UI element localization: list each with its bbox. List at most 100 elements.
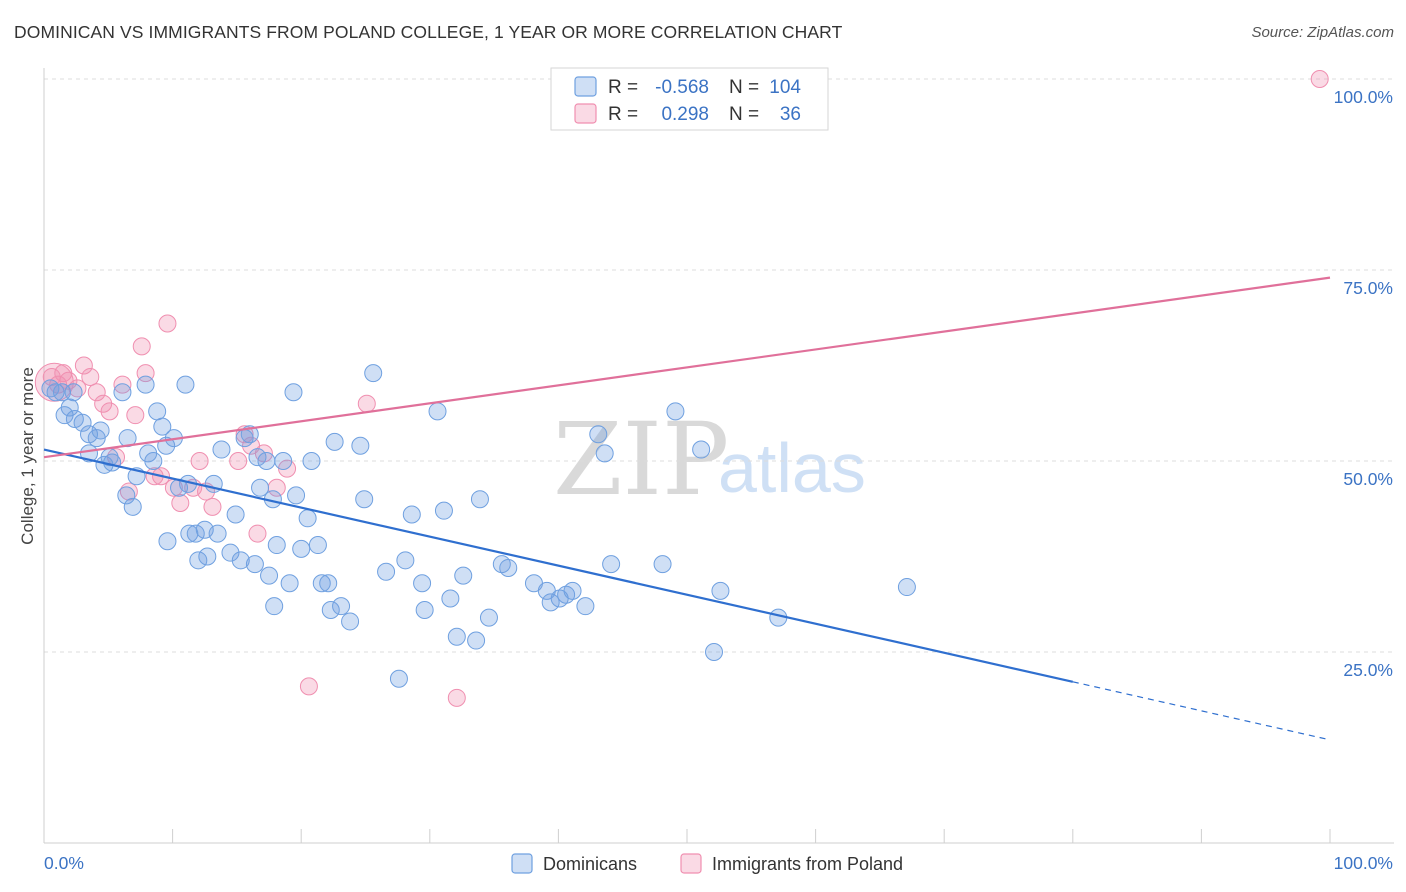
dominican-point-7 [73, 413, 92, 432]
x-ticks [43, 829, 1331, 843]
poland-point-8 [94, 394, 113, 413]
y-tick-label-50: 50.0% [1343, 469, 1393, 489]
dominican-point-36 [198, 547, 217, 566]
dominican-point-46 [251, 478, 270, 497]
dominican-point-30 [158, 532, 177, 551]
watermark-zip: ZIP [553, 401, 729, 518]
dominican-point-39 [221, 543, 240, 562]
watermark-atlas: atlas [718, 429, 866, 507]
dominican-point-53 [280, 574, 299, 593]
legend-label-poland[interactable]: Immigrants from Poland [712, 854, 903, 874]
dominican-point-71 [396, 551, 415, 570]
dominican-point-68 [364, 364, 383, 383]
stats-r-label-poland: R = [608, 104, 638, 125]
dominican-point-77 [441, 589, 460, 608]
dominican-point-41 [231, 551, 250, 570]
poland-point-35 [1310, 70, 1329, 88]
dominican-point-44 [245, 555, 264, 574]
poland-point-28 [248, 524, 267, 543]
stats-n-value-poland: 36 [780, 104, 801, 125]
poland-point-24 [203, 497, 222, 516]
trend-line-dominicans [43, 448, 1074, 683]
poland-point-22 [190, 452, 209, 470]
dominican-point-74 [413, 574, 432, 593]
dominican-point-56 [292, 539, 311, 558]
dominican-point-67 [355, 490, 374, 509]
dominican-point-72 [402, 505, 421, 524]
dominican-point-93 [595, 444, 614, 463]
poland-point-20 [171, 494, 190, 513]
dominican-point-79 [454, 566, 473, 585]
poland-point-7 [87, 383, 106, 402]
series-poland-points [34, 70, 1329, 707]
poland-point-32 [299, 677, 318, 696]
dominican-point-78 [447, 627, 466, 646]
poland-point-33 [357, 394, 376, 413]
dominican-point-84 [499, 558, 518, 577]
stats-n-label-poland: N = [729, 104, 759, 125]
y-tick-label-25: 25.0% [1343, 660, 1393, 680]
poland-point-34 [447, 688, 466, 707]
stats-r-label-dominicans: R = [608, 77, 638, 98]
dominican-point-28 [117, 486, 136, 505]
dominican-point-64 [332, 597, 351, 616]
dominican-point-1 [46, 383, 65, 402]
poland-point-5 [74, 356, 93, 375]
dominican-point-20 [153, 417, 172, 436]
dominican-point-4 [64, 383, 83, 402]
dominican-point-60 [312, 574, 331, 593]
dominican-point-92 [589, 425, 608, 444]
dominican-point-18 [144, 452, 163, 470]
trend-lines [43, 276, 1331, 741]
dominican-point-26 [113, 383, 132, 402]
dominican-point-50 [267, 536, 286, 555]
dominican-point-75 [428, 402, 447, 421]
dominican-point-69 [377, 562, 396, 581]
dominican-point-61 [319, 574, 338, 593]
x-tick-label-min: 0.0% [44, 853, 84, 873]
dominican-point-80 [467, 631, 486, 650]
dominican-point-51 [265, 597, 284, 616]
dominican-point-35 [189, 551, 208, 570]
stats-r-value-poland: 0.298 [661, 104, 709, 125]
dominican-point-54 [284, 383, 303, 402]
dominican-point-97 [692, 440, 711, 459]
legend-label-dominicans[interactable]: Dominicans [543, 854, 637, 874]
y-tick-label-100: 100.0% [1334, 87, 1393, 107]
dominican-point-73 [415, 600, 434, 619]
trend-line-poland [43, 276, 1331, 459]
dominican-point-11 [80, 444, 99, 463]
stats-box: R = -0.568 N = 104 R = 0.298 N = 36 [550, 67, 829, 131]
dominican-point-90 [563, 581, 582, 600]
stats-r-value-dominicans: -0.568 [655, 77, 709, 98]
source-credit: Source: ZipAtlas.com [1251, 24, 1394, 41]
poland-point-18 [158, 314, 177, 333]
dominican-point-94 [602, 555, 621, 574]
chart-title: DOMINICAN VS IMMIGRANTS FROM POLAND COLL… [14, 22, 843, 42]
dominican-point-23 [176, 375, 195, 394]
dominican-point-62 [325, 432, 344, 451]
stats-n-label-dominicans: N = [729, 77, 759, 98]
dominican-point-55 [287, 486, 306, 505]
stats-n-value-dominicans: 104 [769, 77, 801, 98]
legend-swatch-poland[interactable] [680, 853, 702, 874]
y-axis-label: College, 1 year or more [18, 367, 37, 545]
stats-swatch-poland [574, 103, 597, 124]
x-tick-label-max: 100.0% [1334, 853, 1393, 873]
poland-point-0 [42, 367, 61, 386]
y-tick-labels: 25.0% 50.0% 75.0% 100.0% [1334, 87, 1393, 680]
dominican-point-27 [136, 375, 155, 394]
dominican-point-29 [123, 497, 142, 516]
trend-line-dominicans-extension [1072, 681, 1331, 741]
dominican-point-63 [321, 600, 340, 619]
dominican-point-70 [389, 669, 408, 688]
dominican-point-32 [186, 524, 205, 543]
dominican-point-59 [308, 536, 327, 555]
dominican-point-40 [226, 505, 245, 524]
dominican-point-99 [711, 581, 730, 600]
poland-point-13 [126, 406, 145, 425]
legend-swatch-dominicans[interactable] [511, 853, 533, 874]
dominican-point-52 [274, 452, 293, 470]
dominican-point-95 [653, 555, 672, 574]
